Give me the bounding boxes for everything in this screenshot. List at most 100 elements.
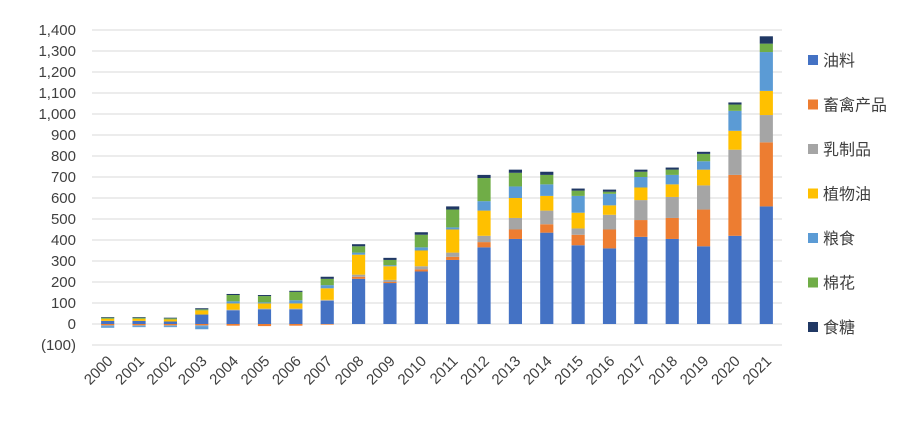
bar-segment-粮食-2018: [665, 174, 679, 185]
y-tick-label: 1,400: [38, 22, 76, 39]
bar-segment-畜禽产品-2003: [195, 324, 209, 326]
x-tick-label: 2015: [551, 353, 587, 389]
bar-segment-植物油-2002: [163, 319, 177, 322]
legend-item: 食糖: [808, 318, 855, 337]
y-tick-label: 1,300: [38, 43, 76, 60]
x-tick-label: 2021: [740, 353, 776, 389]
bar-segment-乳制品-2011: [446, 252, 460, 257]
bar-segment-粮食-2006: [289, 300, 303, 304]
bar-segment-粮食-2021: [759, 52, 773, 91]
bar-segment-油料-2000: [101, 320, 115, 324]
x-tick-label: 2018: [645, 353, 681, 389]
bar-segment-植物油-2004: [226, 303, 240, 310]
bar-segment-油料-2013: [508, 238, 522, 324]
bar-segment-粮食-2007: [320, 285, 334, 289]
bar-segment-乳制品-2007: [320, 299, 334, 301]
bar-segment-畜禽产品-2011: [446, 256, 460, 260]
legend-swatch: [808, 55, 818, 65]
bar-segment-乳制品-2006: [289, 308, 303, 310]
bar-segment-食糖-2003: [195, 308, 209, 310]
bar-segment-食糖-2014: [540, 171, 554, 175]
bar-segment-植物油-2011: [446, 229, 460, 253]
x-tick-label: 2003: [175, 353, 211, 389]
bar-segment-畜禽产品-2019: [697, 209, 711, 247]
legend-label: 植物油: [823, 185, 871, 204]
bar-segment-乳制品-2009: [383, 279, 397, 282]
legend-item: 畜禽产品: [808, 96, 887, 115]
bar-segment-乳制品-2018: [665, 196, 679, 218]
bar-segment-畜禽产品-2010: [414, 269, 428, 272]
bar-segment-棉花-2012: [477, 178, 491, 202]
bar-segment-食糖-2009: [383, 257, 397, 260]
legend-label: 乳制品: [823, 140, 871, 159]
bar-segment-畜禽产品-2015: [571, 234, 585, 246]
bar-segment-棉花-2014: [540, 174, 554, 185]
bar-segment-棉花-2008: [352, 246, 366, 253]
bar-segment-乳制品-2020: [728, 149, 742, 175]
bar-segment-食糖-2017: [634, 169, 648, 172]
y-tick-label: 1,200: [38, 64, 76, 81]
y-tick-label: 0: [68, 316, 76, 333]
bar-segment-食糖-2012: [477, 174, 491, 179]
bar-segment-畜禽产品-2000: [101, 324, 115, 326]
bar-segment-畜禽产品-2021: [759, 142, 773, 207]
y-tick-label: 900: [51, 127, 76, 144]
legend-item: 油料: [808, 51, 855, 70]
bar-segment-乳制品-2015: [571, 228, 585, 235]
legend-label: 棉花: [823, 274, 855, 293]
bar-segment-棉花-2006: [289, 291, 303, 301]
legend-item: 棉花: [808, 274, 855, 293]
bar-segment-油料-2008: [352, 278, 366, 324]
bar-segment-植物油-2019: [697, 169, 711, 186]
bar-segment-棉花-2001: [132, 317, 146, 319]
bar-segment-植物油-2003: [195, 310, 209, 315]
bar-segment-乳制品-2017: [634, 200, 648, 221]
bar-segment-植物油-2000: [101, 318, 115, 321]
bar-segment-乳制品-2003: [195, 325, 209, 327]
bar-segment-油料-2007: [320, 300, 334, 324]
bar-segment-乳制品-2012: [477, 235, 491, 243]
gridlines: [92, 29, 782, 346]
bars: [101, 36, 773, 330]
bar-segment-畜禽产品-2001: [132, 324, 146, 326]
bar-segment-粮食-2008: [352, 252, 366, 255]
bar-segment-棉花-2017: [634, 171, 648, 177]
bar-segment-油料-2004: [226, 310, 240, 324]
bar-segment-食糖-2018: [665, 167, 679, 170]
y-tick-label: 700: [51, 169, 76, 186]
bar-segment-食糖-2004: [226, 293, 240, 296]
bar-segment-食糖-2020: [728, 102, 742, 105]
legend-swatch: [808, 99, 818, 110]
bar-segment-食糖-2000: [101, 317, 115, 318]
bar-segment-油料-2010: [414, 271, 428, 324]
y-tick-label: 800: [51, 148, 76, 165]
bar-segment-油料-2001: [132, 320, 146, 324]
bar-segment-畜禽产品-2004: [226, 324, 240, 326]
bar-segment-乳制品-2005: [257, 308, 272, 310]
bar-segment-粮食-2009: [383, 265, 397, 267]
bar-segment-乳制品-2002: [163, 325, 177, 327]
bar-segment-畜禽产品-2012: [477, 242, 491, 248]
x-tick-label: 2002: [144, 353, 180, 389]
bar-segment-植物油-2010: [414, 250, 428, 267]
bar-segment-棉花-2007: [320, 278, 334, 286]
x-tick-label: 2009: [363, 353, 399, 389]
bar-segment-棉花-2020: [728, 104, 742, 111]
bar-segment-油料-2020: [728, 235, 742, 324]
x-tick-label: 2008: [332, 353, 368, 389]
bar-segment-食糖-2013: [508, 169, 522, 173]
legend-label: 油料: [823, 51, 855, 70]
bar-segment-油料-2003: [195, 314, 209, 324]
bar-segment-乳制品-2021: [759, 115, 773, 143]
bar-segment-畜禽产品-2005: [257, 324, 272, 327]
bar-segment-油料-2002: [163, 321, 177, 324]
y-tick-label: 1,000: [38, 106, 76, 123]
bar-segment-棉花-2019: [697, 153, 711, 162]
legend-swatch: [808, 322, 818, 332]
bar-segment-棉花-2005: [257, 296, 272, 303]
bar-segment-食糖-2007: [320, 276, 334, 279]
x-tick-label: 2000: [81, 353, 117, 389]
x-tick-label: 2019: [677, 353, 713, 389]
bar-segment-粮食-2004: [226, 301, 240, 304]
